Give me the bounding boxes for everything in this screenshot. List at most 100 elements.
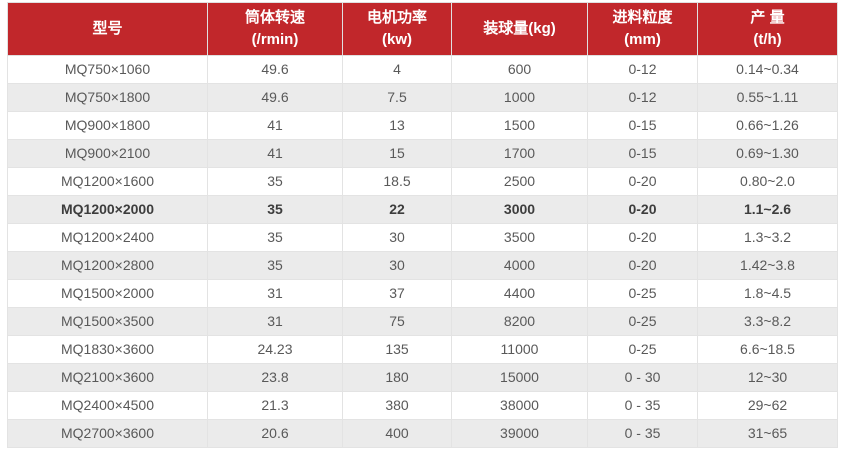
column-unit-label: (t/h) xyxy=(753,31,782,48)
header-row: 型号 筒体转速 (/rmin) 电机功率 (kw) 装球量(kg) 进料粒度 (mm) 产 量 (… xyxy=(7,2,838,56)
column-unit-label: (mm) xyxy=(624,31,661,48)
table-row: MQ900×1800 41 13 1500 0-15 0.66~1.26 xyxy=(7,111,838,140)
table-row: MQ1830×3600 24.23 135 11000 0-25 6.6~18.5 xyxy=(7,335,838,364)
value-cell: 31~65 xyxy=(697,419,838,448)
value-cell: 0 - 30 xyxy=(587,363,698,392)
value-cell: 35 xyxy=(207,195,343,224)
value-cell: 4 xyxy=(342,55,452,84)
value-cell: 3.3~8.2 xyxy=(697,307,838,336)
value-cell: 4400 xyxy=(451,279,588,308)
model-cell: MQ750×1060 xyxy=(7,55,208,84)
value-cell: 29~62 xyxy=(697,391,838,420)
value-cell: 0-25 xyxy=(587,335,698,364)
model-cell: MQ900×2100 xyxy=(7,139,208,168)
value-cell: 380 xyxy=(342,391,452,420)
ball-mill-spec-table: 型号 筒体转速 (/rmin) 电机功率 (kw) 装球量(kg) 进料粒度 (mm) 产 量 (… xyxy=(7,2,838,448)
value-cell: 41 xyxy=(207,111,343,140)
model-cell: MQ1500×2000 xyxy=(7,279,208,308)
model-cell: MQ900×1800 xyxy=(7,111,208,140)
value-cell: 75 xyxy=(342,307,452,336)
table-row: MQ750×1800 49.6 7.5 1000 0-12 0.55~1.11 xyxy=(7,83,838,112)
value-cell: 4000 xyxy=(451,251,588,280)
value-cell: 38000 xyxy=(451,391,588,420)
value-cell: 12~30 xyxy=(697,363,838,392)
value-cell: 49.6 xyxy=(207,83,343,112)
value-cell: 0-15 xyxy=(587,111,698,140)
value-cell: 1.3~3.2 xyxy=(697,223,838,252)
table-row: MQ2400×4500 21.3 380 38000 0 - 35 29~62 xyxy=(7,391,838,420)
value-cell: 7.5 xyxy=(342,83,452,112)
value-cell: 400 xyxy=(342,419,452,448)
value-cell: 1.8~4.5 xyxy=(697,279,838,308)
value-cell: 1700 xyxy=(451,139,588,168)
value-cell: 0-25 xyxy=(587,279,698,308)
column-header-drum-speed: 筒体转速 (/rmin) xyxy=(207,2,343,56)
column-label: 进料粒度 xyxy=(612,9,673,26)
column-header-capacity: 产 量 (t/h) xyxy=(697,2,838,56)
model-cell: MQ750×1800 xyxy=(7,83,208,112)
value-cell: 2500 xyxy=(451,167,588,196)
value-cell: 0-20 xyxy=(587,251,698,280)
value-cell: 0.14~0.34 xyxy=(697,55,838,84)
column-label: 筒体转速 xyxy=(244,9,305,26)
value-cell: 0-15 xyxy=(587,139,698,168)
model-cell: MQ1200×2000 xyxy=(7,195,208,224)
value-cell: 31 xyxy=(207,307,343,336)
value-cell: 1.1~2.6 xyxy=(697,195,838,224)
value-cell: 180 xyxy=(342,363,452,392)
value-cell: 11000 xyxy=(451,335,588,364)
value-cell: 15 xyxy=(342,139,452,168)
value-cell: 21.3 xyxy=(207,391,343,420)
value-cell: 8200 xyxy=(451,307,588,336)
model-cell: MQ1200×1600 xyxy=(7,167,208,196)
value-cell: 15000 xyxy=(451,363,588,392)
value-cell: 0.66~1.26 xyxy=(697,111,838,140)
value-cell: 35 xyxy=(207,223,343,252)
model-cell: MQ2700×3600 xyxy=(7,419,208,448)
model-cell: MQ1830×3600 xyxy=(7,335,208,364)
table-row: MQ750×1060 49.6 4 600 0-12 0.14~0.34 xyxy=(7,55,838,84)
column-unit-label: (kw) xyxy=(382,31,412,48)
value-cell: 0-12 xyxy=(587,55,698,84)
table-row: MQ1200×2800 35 30 4000 0-20 1.42~3.8 xyxy=(7,251,838,280)
value-cell: 35 xyxy=(207,251,343,280)
value-cell: 0-20 xyxy=(587,195,698,224)
value-cell: 31 xyxy=(207,279,343,308)
model-cell: MQ2100×3600 xyxy=(7,363,208,392)
model-cell: MQ1200×2800 xyxy=(7,251,208,280)
value-cell: 1500 xyxy=(451,111,588,140)
value-cell: 18.5 xyxy=(342,167,452,196)
model-cell: MQ1200×2400 xyxy=(7,223,208,252)
value-cell: 22 xyxy=(342,195,452,224)
table-row: MQ1200×2400 35 30 3500 0-20 1.3~3.2 xyxy=(7,223,838,252)
value-cell: 1000 xyxy=(451,83,588,112)
table-row: MQ1500×2000 31 37 4400 0-25 1.8~4.5 xyxy=(7,279,838,308)
column-header-model: 型号 xyxy=(7,2,208,56)
value-cell: 30 xyxy=(342,251,452,280)
table-row: MQ1200×2000 35 22 3000 0-20 1.1~2.6 xyxy=(7,195,838,224)
column-unit-label: (/rmin) xyxy=(251,31,299,48)
value-cell: 0 - 35 xyxy=(587,419,698,448)
value-cell: 0.69~1.30 xyxy=(697,139,838,168)
value-cell: 0.80~2.0 xyxy=(697,167,838,196)
table-row: MQ1200×1600 35 18.5 2500 0-20 0.80~2.0 xyxy=(7,167,838,196)
column-label: 型号 xyxy=(92,20,123,37)
value-cell: 35 xyxy=(207,167,343,196)
column-label: 电机功率 xyxy=(366,9,427,26)
value-cell: 24.23 xyxy=(207,335,343,364)
column-header-motor-power: 电机功率 (kw) xyxy=(342,2,452,56)
value-cell: 23.8 xyxy=(207,363,343,392)
value-cell: 39000 xyxy=(451,419,588,448)
value-cell: 135 xyxy=(342,335,452,364)
column-label: 产 量 xyxy=(750,9,785,26)
value-cell: 20.6 xyxy=(207,419,343,448)
value-cell: 41 xyxy=(207,139,343,168)
value-cell: 0-12 xyxy=(587,83,698,112)
model-cell: MQ2400×4500 xyxy=(7,391,208,420)
value-cell: 30 xyxy=(342,223,452,252)
spec-table-container: 型号 筒体转速 (/rmin) 电机功率 (kw) 装球量(kg) 进料粒度 (mm) 产 量 (… xyxy=(7,2,838,448)
model-cell: MQ1500×3500 xyxy=(7,307,208,336)
column-label: 装球量(kg) xyxy=(483,20,556,37)
value-cell: 0-20 xyxy=(587,223,698,252)
